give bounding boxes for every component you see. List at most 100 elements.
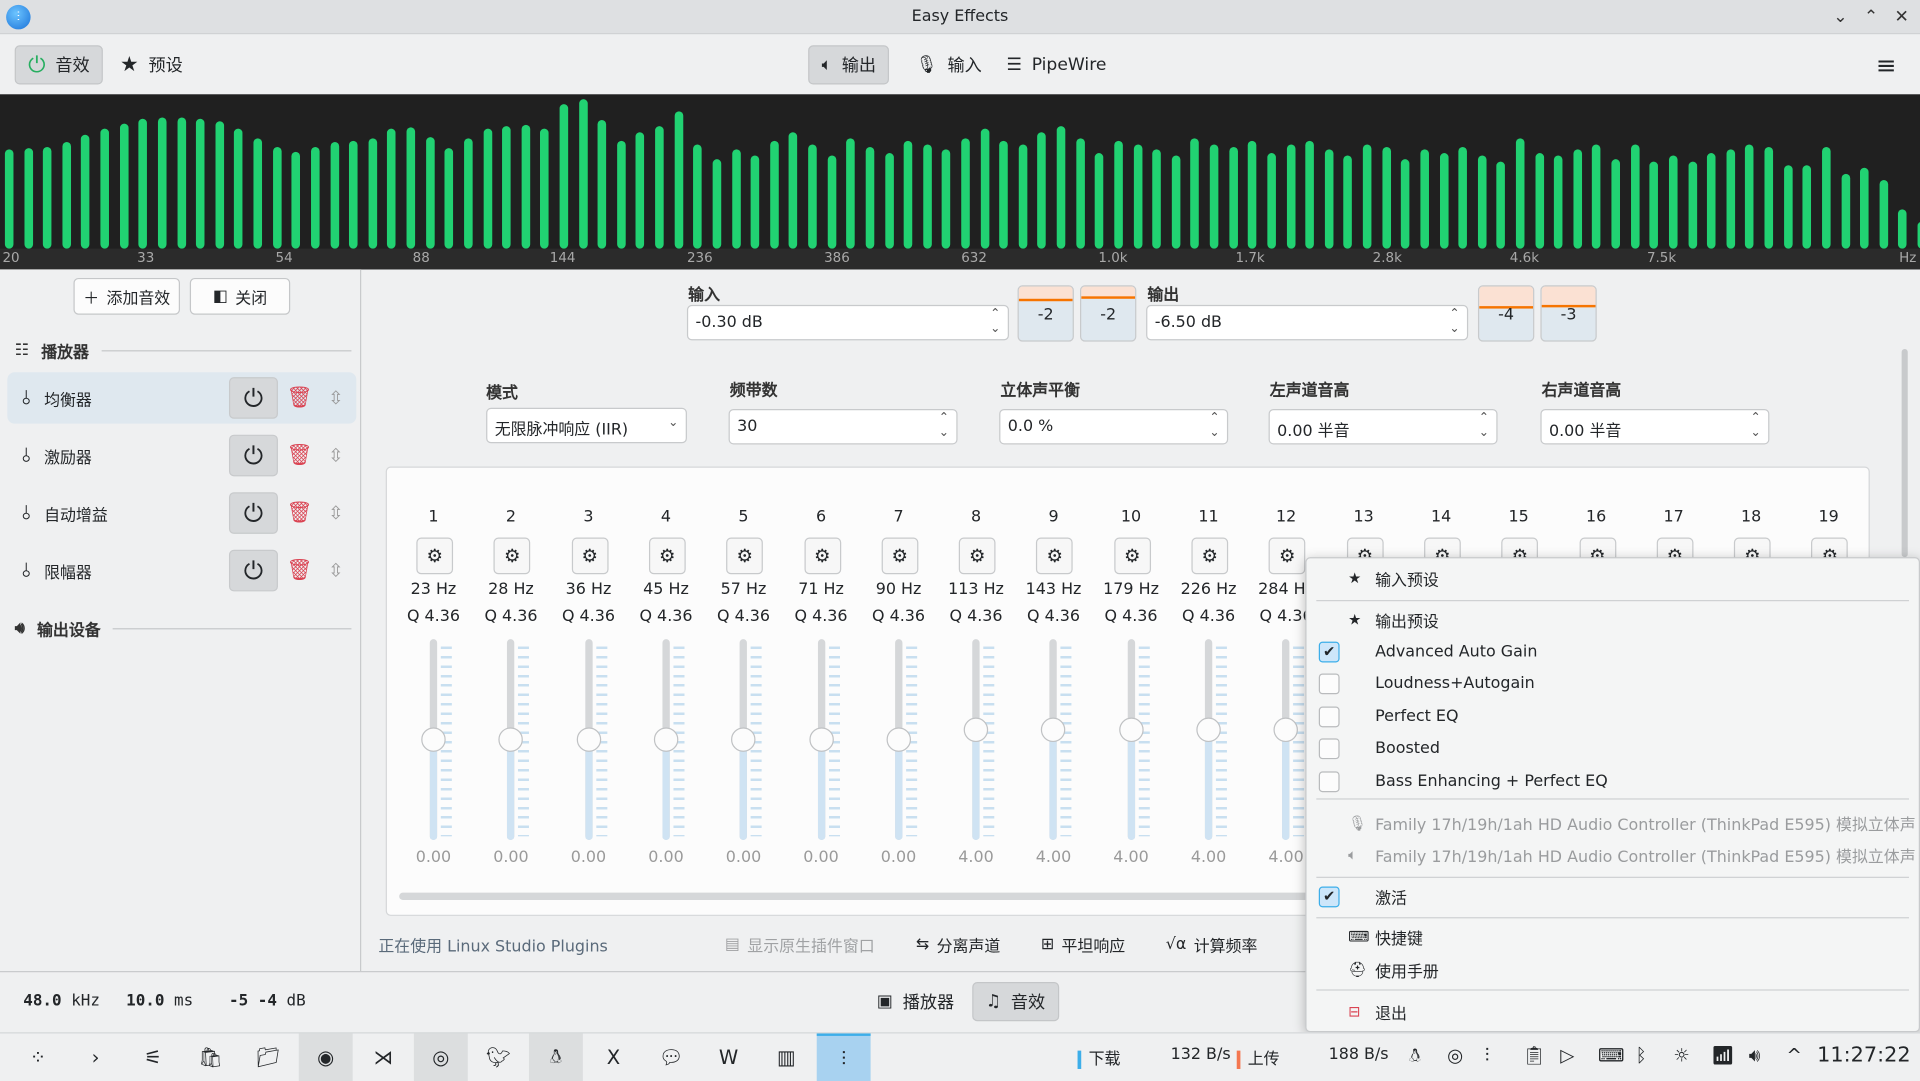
tray-qq-icon[interactable]: 🐧︎ — [1409, 1044, 1421, 1067]
power-toggle-button[interactable]: ⏻ — [228, 377, 278, 419]
split-channels-button[interactable]: ⇆ 分离声道 — [916, 933, 1000, 957]
plugin-item-0[interactable]: ⫰ 均衡器 ⏻ 🗑︎ ⇳ — [7, 372, 357, 424]
menu-preset-item[interactable]: Loudness+Autogain — [1307, 668, 1919, 700]
qq-icon[interactable]: 🐧︎ — [528, 1033, 583, 1081]
delete-trash-icon[interactable]: 🗑︎ — [286, 443, 313, 468]
slider-thumb[interactable] — [653, 727, 679, 752]
tray-wifi-icon[interactable]: 📶︎ — [1711, 1044, 1735, 1067]
band-settings-gear-icon[interactable]: ⚙ — [1036, 537, 1074, 575]
checkbox-icon[interactable] — [1318, 673, 1340, 695]
band-settings-gear-icon[interactable]: ⚙ — [493, 537, 531, 575]
slider-thumb[interactable] — [886, 727, 911, 752]
minimize-button[interactable]: ⌄ — [1833, 7, 1848, 27]
menu-input-presets[interactable]: ★ 输入预设 — [1307, 562, 1919, 594]
menu-quit[interactable]: ⊟ 退出 — [1307, 996, 1919, 1028]
vertical-scrollbar[interactable] — [1901, 348, 1908, 558]
delete-trash-icon[interactable]: 🗑︎ — [286, 385, 313, 411]
launcher-icon[interactable]: ⁘ — [29, 1045, 47, 1069]
vscode-icon[interactable]: ⋊ — [373, 1045, 394, 1069]
slider-thumb[interactable] — [731, 727, 756, 752]
close-window-button[interactable]: ✕ — [1894, 7, 1909, 27]
input-tab[interactable]: 🎙︎ 输入 — [904, 45, 994, 84]
easyeffects-icon[interactable]: ⫶ — [816, 1033, 871, 1081]
checkbox-icon[interactable] — [1318, 738, 1340, 760]
bands-spinbox[interactable]: 30 ⌃ ⌄ — [728, 408, 958, 445]
add-effect-button[interactable]: ＋ 添加音效 — [73, 277, 181, 315]
chrome-icon[interactable]: ◉ — [298, 1033, 353, 1081]
menu-preset-item[interactable]: ✔ Advanced Auto Gain — [1307, 636, 1919, 668]
menu-output-presets[interactable]: ★ 输出预设 — [1307, 604, 1919, 636]
x-app-icon[interactable]: X — [606, 1045, 621, 1069]
tray-expand-icon[interactable]: ^ — [1786, 1044, 1802, 1067]
delete-trash-icon[interactable]: 🗑︎ — [286, 500, 313, 526]
tray-brightness-icon[interactable]: ☼ — [1673, 1044, 1690, 1067]
show-native-window-button[interactable]: ▤ 显示原生插件窗口 — [725, 933, 875, 957]
slider-thumb[interactable] — [1196, 717, 1221, 742]
plugin-item-3[interactable]: ⫰ 限幅器 ⏻ 🗑︎ ⇳ — [7, 545, 356, 596]
tray-bluetooth-icon[interactable]: ᛒ — [1635, 1044, 1647, 1067]
output-tab[interactable]: 🔈︎ 输出 — [808, 45, 890, 85]
menu-preset-item[interactable]: Bass Enhancing + Perfect EQ — [1307, 766, 1919, 798]
presets-tab[interactable]: ★ 预设 — [108, 45, 195, 84]
flat-response-button[interactable]: ⊞ 平坦响应 — [1041, 933, 1125, 957]
band-settings-gear-icon[interactable]: ⚙ — [803, 537, 841, 575]
slider-thumb[interactable] — [1041, 717, 1066, 742]
spin-arrows-icon[interactable]: ⌃ ⌄ — [1449, 307, 1460, 336]
spin-arrows-icon[interactable]: ⌃ ⌄ — [1478, 411, 1489, 440]
checkbox-checked-icon[interactable]: ✔ — [1318, 641, 1340, 662]
slider-thumb[interactable] — [576, 727, 601, 752]
effects-view-button[interactable]: ♫ 音效 — [972, 982, 1059, 1022]
input-gain-spinbox[interactable]: -0.30 dB ⌃ ⌄ — [686, 304, 1009, 341]
drag-handle-icon[interactable]: ⇳ — [328, 444, 344, 467]
wps-icon[interactable]: W — [718, 1045, 739, 1069]
power-toggle-button[interactable]: ⏻ — [228, 492, 278, 534]
checkbox-icon[interactable] — [1318, 771, 1340, 793]
output-gain-spinbox[interactable]: -6.50 dB ⌃ ⌄ — [1146, 304, 1469, 341]
menu-preset-item[interactable]: Boosted — [1307, 733, 1919, 765]
checkbox-checked-icon[interactable]: ✔ — [1318, 885, 1340, 907]
store-icon[interactable]: 🛍︎ — [198, 1045, 224, 1069]
settings-icon[interactable]: ⚟ — [144, 1045, 162, 1069]
pipewire-tab[interactable]: ☰ PipeWire — [994, 45, 1118, 84]
band-settings-gear-icon[interactable]: ⚙ — [648, 537, 686, 575]
band-settings-gear-icon[interactable]: ⚙ — [726, 537, 764, 575]
effects-tab[interactable]: ⏻ 音效 — [14, 45, 104, 85]
close-sidebar-button[interactable]: ◧ 关闭 — [189, 277, 291, 315]
book-reader-icon[interactable]: ▥ — [776, 1045, 796, 1069]
tray-keyboard-icon[interactable]: ⌨ — [1597, 1044, 1625, 1067]
menu-shortcuts[interactable]: ⌨ 快捷键 — [1307, 921, 1919, 953]
drag-handle-icon[interactable]: ⇳ — [328, 559, 344, 582]
file-manager-icon[interactable]: 📁︎ — [255, 1045, 281, 1069]
players-view-button[interactable]: ▣ 播放器 — [864, 982, 966, 1021]
menu-activate[interactable]: ✔ 激活 — [1307, 880, 1919, 912]
band-settings-gear-icon[interactable]: ⚙ — [1191, 537, 1229, 575]
drag-handle-icon[interactable]: ⇳ — [328, 386, 344, 409]
slider-thumb[interactable] — [421, 727, 446, 752]
tray-clipboard-icon[interactable]: 📋︎ — [1522, 1044, 1546, 1067]
checkbox-icon[interactable] — [1318, 706, 1340, 727]
slider-thumb[interactable] — [808, 727, 834, 752]
band-settings-gear-icon[interactable]: ⚙ — [571, 537, 609, 575]
right-pitch-spinbox[interactable]: 0.00 半音 ⌃ ⌄ — [1540, 408, 1770, 445]
wechat-icon[interactable]: 💬︎ — [658, 1045, 684, 1069]
slider-thumb[interactable] — [963, 717, 989, 742]
balance-spinbox[interactable]: 0.0 % ⌃ ⌄ — [999, 408, 1229, 445]
terminal-icon[interactable]: › — [91, 1045, 100, 1069]
gimp-icon[interactable]: 🐦︎ — [485, 1045, 511, 1069]
left-pitch-spinbox[interactable]: 0.00 半音 ⌃ ⌄ — [1268, 408, 1498, 445]
plugin-item-2[interactable]: ⫰ 自动增益 ⏻ 🗑︎ ⇳ — [7, 487, 356, 538]
horizontal-scrollbar[interactable] — [399, 892, 1857, 901]
tray-volume-icon[interactable]: 🔊︎ — [1748, 1044, 1761, 1067]
slider-thumb[interactable] — [1118, 717, 1144, 742]
power-toggle-button[interactable]: ⏻ — [228, 434, 278, 477]
band-settings-gear-icon[interactable]: ⚙ — [958, 537, 996, 575]
tray-easyeffects-icon[interactable]: ⫶ — [1484, 1044, 1490, 1067]
mode-dropdown[interactable]: 无限脉冲响应 (IIR) ⌄ — [486, 407, 687, 444]
netease-music-icon[interactable]: ◎ — [413, 1033, 468, 1081]
calculate-frequencies-button[interactable]: √α 计算频率 — [1166, 933, 1258, 957]
spin-arrows-icon[interactable]: ⌃ ⌄ — [1209, 411, 1220, 440]
clock[interactable]: 11:27:22 — [1817, 1043, 1911, 1068]
hamburger-menu-button[interactable]: ≡ — [1875, 50, 1897, 80]
drag-handle-icon[interactable]: ⇳ — [328, 502, 344, 525]
menu-manual[interactable]: ⛑ 使用手册 — [1307, 954, 1919, 986]
